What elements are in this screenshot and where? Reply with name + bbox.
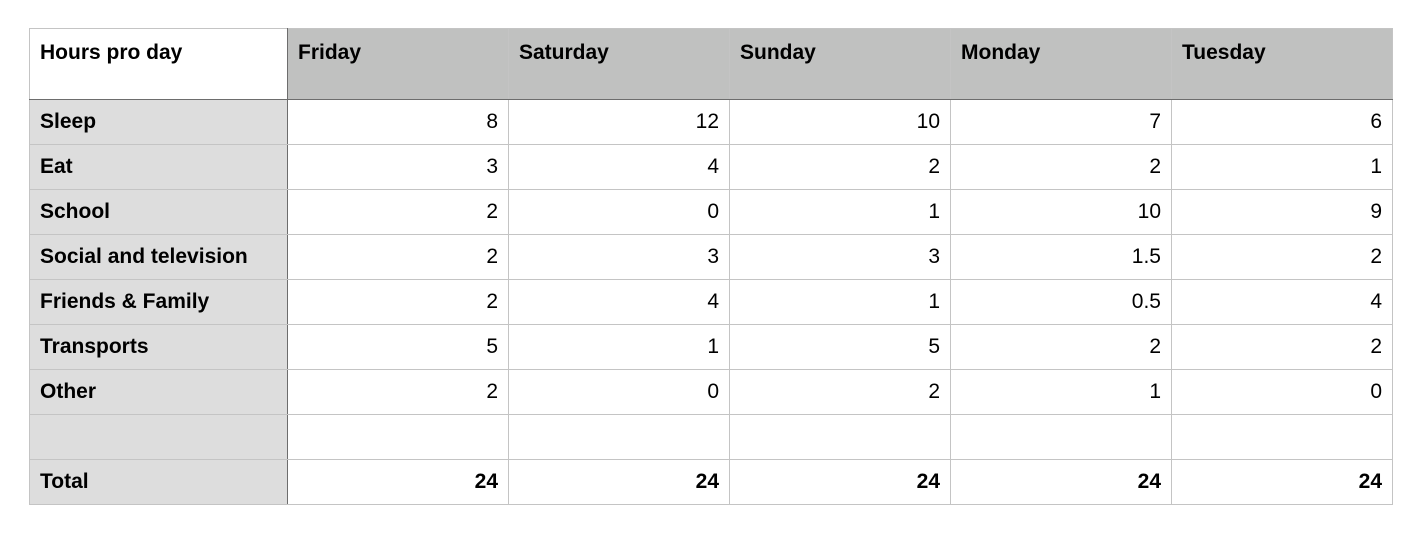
table-cell[interactable]: 0	[1171, 369, 1393, 415]
column-header-tuesday[interactable]: Tuesday	[1171, 28, 1393, 100]
table-cell[interactable]: 2	[729, 144, 951, 190]
column-header-sunday[interactable]: Sunday	[729, 28, 951, 100]
table-cell[interactable]	[950, 414, 1172, 460]
header-row: Hours pro day Friday Saturday Sunday Mon…	[29, 28, 1393, 100]
table-cell[interactable]: 3	[729, 234, 951, 280]
column-header-saturday[interactable]: Saturday	[508, 28, 730, 100]
row-header-school[interactable]: School	[29, 189, 288, 235]
table-cell[interactable]: 0	[508, 189, 730, 235]
table-cell[interactable]: 4	[1171, 279, 1393, 325]
table-cell[interactable]: 2	[950, 324, 1172, 370]
table-row: Social and television 2 3 3 1.5 2	[29, 234, 1393, 280]
corner-cell[interactable]: Hours pro day	[29, 28, 288, 100]
table-cell[interactable]: 2	[287, 369, 509, 415]
table-cell[interactable]: 3	[508, 234, 730, 280]
table-cell[interactable]: 1	[950, 369, 1172, 415]
table-cell[interactable]: 1	[508, 324, 730, 370]
table-row: Sleep 8 12 10 7 6	[29, 99, 1393, 145]
table-cell[interactable]	[1171, 414, 1393, 460]
table-cell[interactable]: 7	[950, 99, 1172, 145]
table-cell[interactable]: 9	[1171, 189, 1393, 235]
table-row: School 2 0 1 10 9	[29, 189, 1393, 235]
table-row: Transports 5 1 5 2 2	[29, 324, 1393, 370]
row-header-friends-family[interactable]: Friends & Family	[29, 279, 288, 325]
column-header-friday[interactable]: Friday	[287, 28, 509, 100]
column-header-monday[interactable]: Monday	[950, 28, 1172, 100]
table-cell[interactable]: 2	[950, 144, 1172, 190]
total-cell[interactable]: 24	[729, 459, 951, 505]
hours-table: Hours pro day Friday Saturday Sunday Mon…	[29, 28, 1393, 505]
row-header-social-and-television[interactable]: Social and television	[29, 234, 288, 280]
table-cell[interactable]	[508, 414, 730, 460]
total-cell[interactable]: 24	[287, 459, 509, 505]
row-header-other[interactable]: Other	[29, 369, 288, 415]
table-cell[interactable]: 10	[950, 189, 1172, 235]
table-cell[interactable]: 2	[1171, 234, 1393, 280]
table-cell[interactable]: 1.5	[950, 234, 1172, 280]
total-cell[interactable]: 24	[1171, 459, 1393, 505]
table-cell[interactable]: 10	[729, 99, 951, 145]
table-cell[interactable]: 0.5	[950, 279, 1172, 325]
table-cell[interactable]	[729, 414, 951, 460]
table-cell[interactable]: 6	[1171, 99, 1393, 145]
total-cell[interactable]: 24	[508, 459, 730, 505]
table-cell[interactable]	[287, 414, 509, 460]
table-row: Friends & Family 2 4 1 0.5 4	[29, 279, 1393, 325]
table-cell[interactable]: 2	[729, 369, 951, 415]
row-header-sleep[interactable]: Sleep	[29, 99, 288, 145]
table-cell[interactable]: 2	[1171, 324, 1393, 370]
total-row: Total 24 24 24 24 24	[29, 459, 1393, 505]
table-cell[interactable]: 8	[287, 99, 509, 145]
table-cell[interactable]: 0	[508, 369, 730, 415]
table-cell[interactable]: 2	[287, 279, 509, 325]
row-header-total[interactable]: Total	[29, 459, 288, 505]
table-cell[interactable]: 1	[1171, 144, 1393, 190]
table-row: Other 2 0 2 1 0	[29, 369, 1393, 415]
table-cell[interactable]: 2	[287, 189, 509, 235]
blank-row	[29, 414, 1393, 460]
table-row: Eat 3 4 2 2 1	[29, 144, 1393, 190]
table-cell[interactable]: 1	[729, 279, 951, 325]
row-header-blank[interactable]	[29, 414, 288, 460]
total-cell[interactable]: 24	[950, 459, 1172, 505]
table-cell[interactable]: 4	[508, 279, 730, 325]
table-cell[interactable]: 5	[729, 324, 951, 370]
table-cell[interactable]: 1	[729, 189, 951, 235]
row-header-transports[interactable]: Transports	[29, 324, 288, 370]
table-cell[interactable]: 2	[287, 234, 509, 280]
table-cell[interactable]: 12	[508, 99, 730, 145]
table-cell[interactable]: 3	[287, 144, 509, 190]
table-cell[interactable]: 5	[287, 324, 509, 370]
row-header-eat[interactable]: Eat	[29, 144, 288, 190]
table-cell[interactable]: 4	[508, 144, 730, 190]
